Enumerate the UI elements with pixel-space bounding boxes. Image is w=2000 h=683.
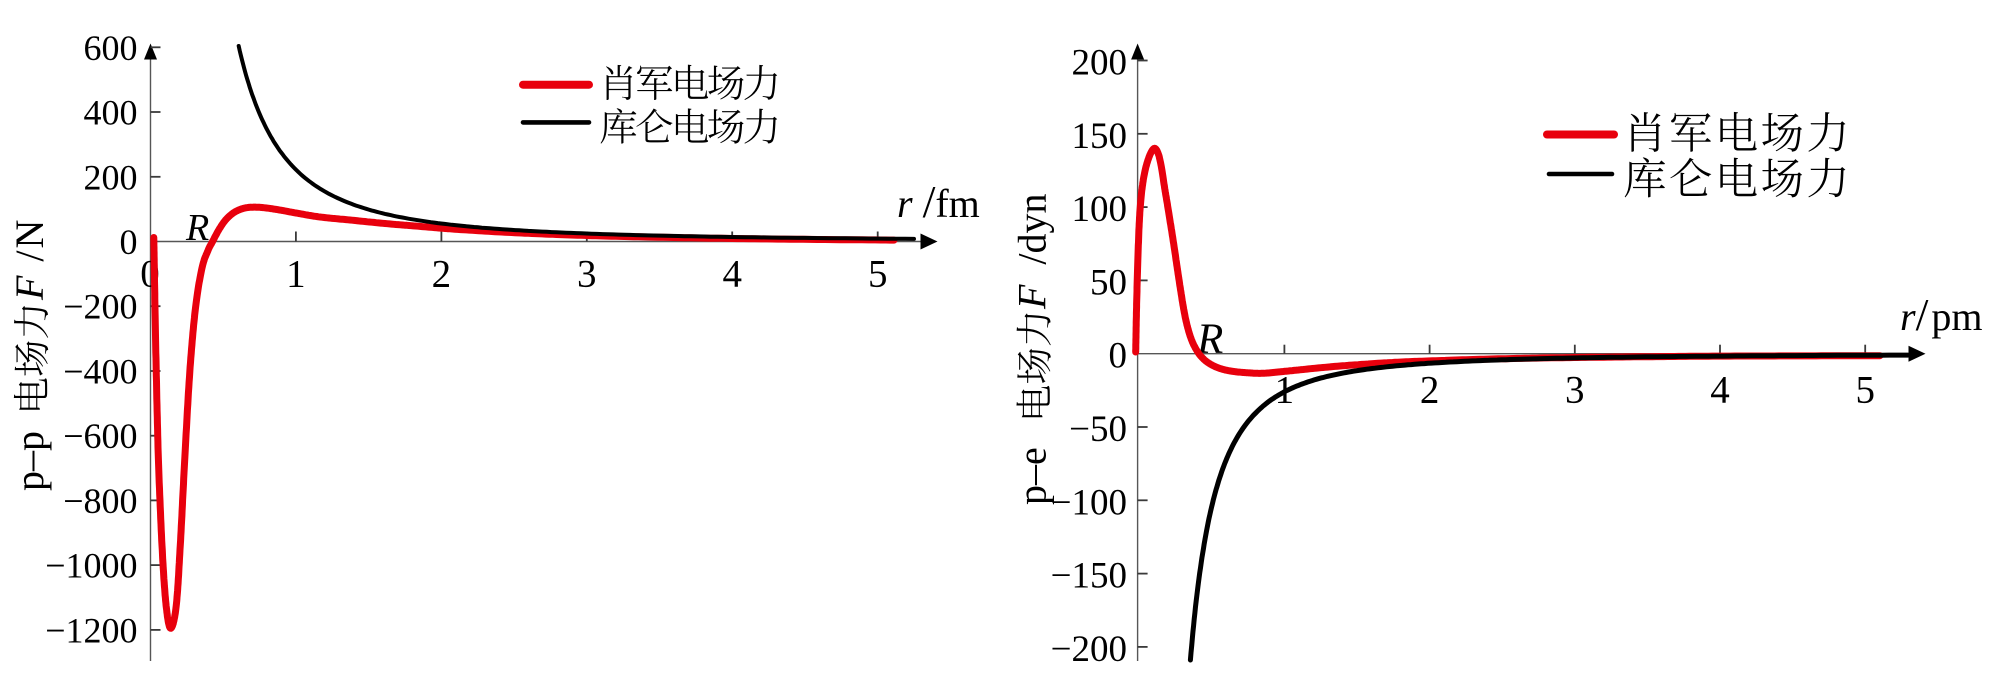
svg-text:−600: −600: [63, 416, 137, 456]
svg-text:R: R: [185, 207, 209, 249]
svg-text:400: 400: [84, 93, 138, 133]
svg-text:200: 200: [1072, 43, 1128, 84]
svg-text:F /N: F /N: [7, 218, 52, 301]
svg-text:2: 2: [432, 253, 452, 296]
svg-text:r/pm: r/pm: [1900, 289, 1982, 340]
svg-text:p–e: p–e: [1010, 447, 1055, 505]
svg-text:600: 600: [84, 28, 138, 68]
svg-text:1: 1: [286, 253, 306, 296]
svg-text:−800: −800: [63, 481, 137, 521]
svg-text:0: 0: [120, 222, 138, 262]
svg-text:−100: −100: [1051, 482, 1127, 523]
svg-text:5: 5: [1855, 369, 1875, 412]
svg-text:2: 2: [1420, 369, 1440, 412]
svg-text:p–p: p–p: [7, 431, 52, 491]
svg-text:F /dyn: F /dyn: [1010, 193, 1055, 310]
svg-text:−50: −50: [1069, 409, 1127, 450]
svg-text:200: 200: [84, 157, 138, 197]
svg-text:150: 150: [1072, 116, 1128, 157]
svg-text:3: 3: [1565, 369, 1585, 412]
svg-text:4: 4: [722, 253, 742, 296]
svg-text:5: 5: [868, 253, 888, 296]
svg-text:−400: −400: [63, 352, 137, 392]
svg-text:−1000: −1000: [45, 546, 137, 586]
svg-text:−200: −200: [63, 287, 137, 327]
svg-text:4: 4: [1710, 369, 1730, 412]
svg-text:r /fm: r /fm: [897, 176, 980, 227]
svg-text:3: 3: [577, 253, 597, 296]
svg-text:100: 100: [1072, 189, 1128, 230]
svg-text:−150: −150: [1051, 556, 1127, 597]
svg-text:−200: −200: [1051, 629, 1127, 670]
svg-text:50: 50: [1090, 262, 1127, 303]
svg-text:−1200: −1200: [45, 610, 137, 650]
svg-text:0: 0: [1109, 336, 1128, 377]
